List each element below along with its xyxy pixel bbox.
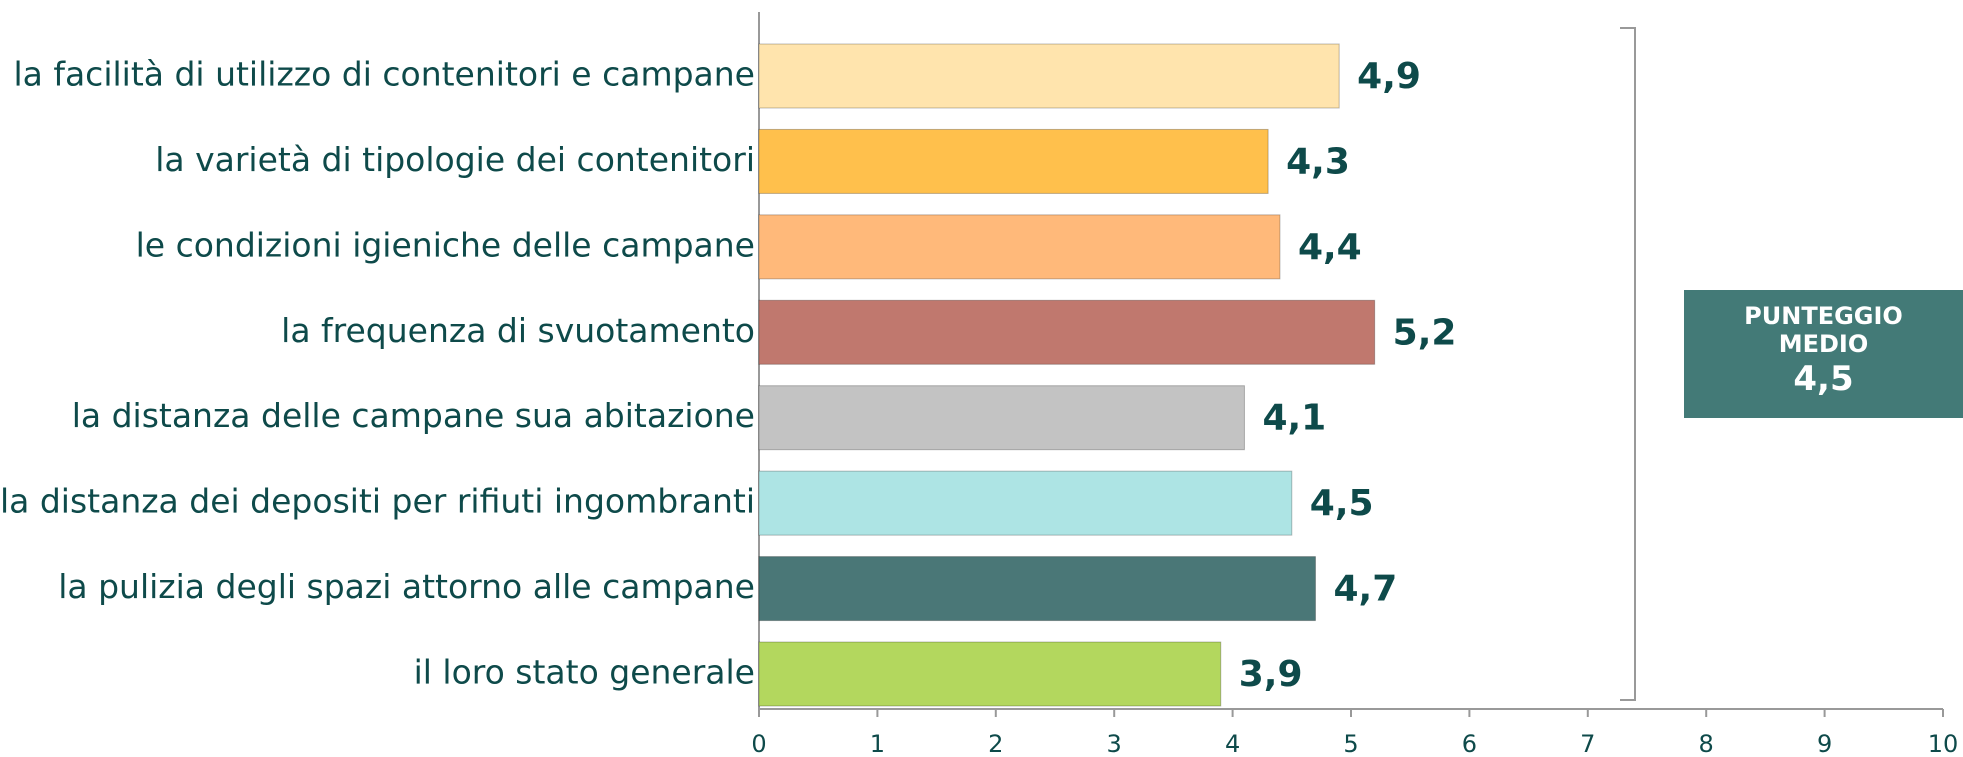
value-label: 4,7 <box>1333 569 1397 610</box>
x-tick-label: 9 <box>1817 730 1832 757</box>
bar <box>758 556 1316 622</box>
bar <box>758 214 1281 280</box>
value-label: 4,3 <box>1286 141 1350 182</box>
category-label: la varietà di tipologie dei contenitori <box>155 140 755 179</box>
x-tick-label: 2 <box>988 730 1003 757</box>
x-tick-label: 1 <box>870 730 885 757</box>
value-label: 3,9 <box>1239 654 1303 695</box>
category-label: il loro stato generale <box>414 653 755 692</box>
x-tick-label: 6 <box>1462 730 1477 757</box>
value-label: 4,1 <box>1262 398 1326 439</box>
bracket <box>1620 27 1636 701</box>
x-tick-label: 4 <box>1225 730 1240 757</box>
x-tick-label: 0 <box>751 730 766 757</box>
value-label: 4,4 <box>1298 227 1362 268</box>
category-label: le condizioni igieniche delle campane <box>136 225 755 264</box>
bar <box>758 385 1245 451</box>
x-tick-label: 10 <box>1928 730 1959 757</box>
bar <box>758 470 1293 536</box>
value-label: 4,9 <box>1357 56 1421 97</box>
average-label: PUNTEGGIO MEDIO <box>1744 302 1903 358</box>
bar <box>758 43 1340 109</box>
bar <box>758 128 1269 194</box>
bar <box>758 299 1376 365</box>
category-label: la distanza delle campane sua abitazione <box>72 396 755 435</box>
x-tick-label: 3 <box>1107 730 1122 757</box>
average-value: 4,5 <box>1793 359 1854 399</box>
category-label: la frequenza di svuotamento <box>281 311 755 350</box>
category-label: la facilità di utilizzo di contenitori e… <box>13 55 755 94</box>
average-box: PUNTEGGIO MEDIO 4,5 <box>1684 290 1963 418</box>
category-label: la pulizia degli spazi attorno alle camp… <box>58 567 755 606</box>
x-tick-label: 5 <box>1343 730 1358 757</box>
bar <box>758 641 1222 707</box>
value-label: 5,2 <box>1393 312 1457 353</box>
x-tick-label: 7 <box>1580 730 1595 757</box>
value-label: 4,5 <box>1310 483 1374 524</box>
x-tick-label: 8 <box>1699 730 1714 757</box>
category-label: la distanza dei depositi per rifiuti ing… <box>0 482 755 521</box>
